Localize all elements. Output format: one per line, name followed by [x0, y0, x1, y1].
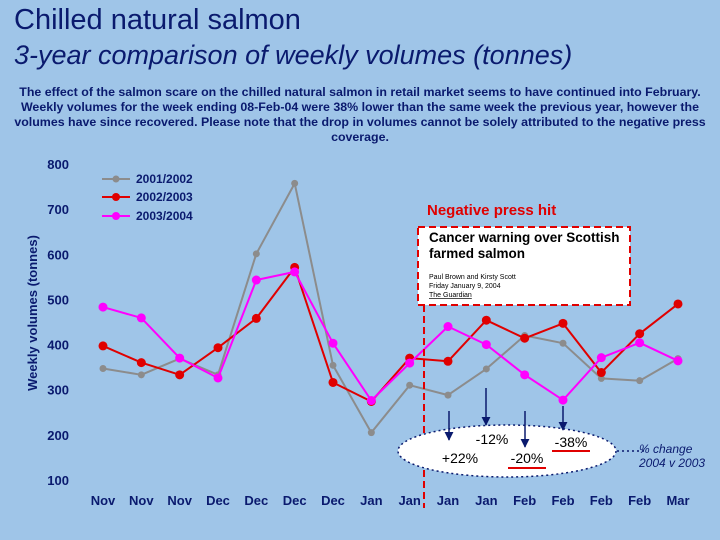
x-tick-label: Dec — [244, 493, 268, 508]
data-point-2002-2003 — [596, 368, 606, 378]
clipping-date: Friday January 9, 2004 — [429, 283, 501, 290]
data-point-2002-2003 — [481, 315, 491, 325]
data-point-2001-2002 — [252, 250, 260, 258]
data-point-2003-2004 — [443, 322, 453, 332]
data-point-2001-2002 — [291, 179, 299, 187]
x-tick-label: Jan — [475, 493, 497, 508]
data-point-2003-2004 — [136, 313, 146, 323]
slide-description: The effect of the salmon scare on the ch… — [14, 85, 706, 144]
x-tick-label: Feb — [590, 493, 613, 508]
y-tick-label: 700 — [47, 202, 69, 217]
clipping-byline: Paul Brown and Kirsty Scott — [429, 274, 516, 281]
data-point-2003-2004 — [328, 338, 338, 348]
pct-label-1: +22% — [442, 450, 478, 466]
data-point-2003-2004 — [481, 340, 491, 350]
y-tick-label: 100 — [47, 473, 69, 488]
x-tick-label: Feb — [551, 493, 574, 508]
pct-caption-line2: 2004 v 2003 — [638, 456, 705, 470]
legend: 2001/2002 2002/2003 2003/2004 — [102, 172, 193, 223]
x-tick-label: Nov — [129, 493, 154, 508]
legend-label-2002-2003: 2002/2003 — [136, 190, 193, 204]
legend-marker-2001-2002 — [112, 175, 120, 183]
data-point-2003-2004 — [635, 338, 645, 348]
data-point-2002-2003 — [520, 333, 530, 343]
data-point-2002-2003 — [673, 299, 683, 309]
x-tick-label: Dec — [206, 493, 230, 508]
y-axis-title: Weekly volumes (tonnes) — [25, 235, 40, 391]
data-point-2003-2004 — [405, 358, 415, 368]
press-box — [418, 227, 630, 305]
y-tick-label: 500 — [47, 292, 69, 307]
series-line-2003-2004 — [102, 270, 679, 402]
legend-label-2001-2002: 2001/2002 — [136, 172, 193, 186]
slide-title: Chilled natural salmon — [14, 4, 301, 36]
data-point-2003-2004 — [366, 396, 376, 406]
slide-subtitle: 3-year comparison of weekly volumes (ton… — [14, 40, 573, 70]
x-tick-label: Jan — [360, 493, 382, 508]
x-tick-label: Mar — [666, 493, 689, 508]
pct-label-4: -38% — [555, 434, 588, 450]
y-tick-label: 600 — [47, 247, 69, 262]
clipping-headline-line1: Cancer warning over Scottish — [429, 230, 620, 245]
data-point-2001-2002 — [137, 371, 145, 379]
y-tick-label: 300 — [47, 383, 69, 398]
data-point-2002-2003 — [635, 329, 645, 339]
data-point-2002-2003 — [558, 318, 568, 328]
series-layer — [98, 179, 683, 437]
data-point-2003-2004 — [98, 302, 108, 312]
x-tick-label: Nov — [167, 493, 192, 508]
legend-label-2003-2004: 2003/2004 — [136, 209, 193, 223]
data-point-2001-2002 — [406, 381, 414, 389]
series-line-2002-2003 — [102, 266, 679, 403]
data-point-2002-2003 — [251, 313, 261, 323]
pct-label-2: -12% — [476, 431, 509, 447]
data-point-2003-2004 — [558, 395, 568, 405]
x-tick-label: Feb — [628, 493, 651, 508]
y-tick-label: 400 — [47, 338, 69, 353]
data-point-2001-2002 — [99, 364, 107, 372]
data-point-2001-2002 — [367, 429, 375, 437]
series-line-2001-2002 — [102, 182, 679, 434]
data-point-2003-2004 — [175, 353, 185, 363]
legend-marker-2002-2003 — [112, 193, 120, 201]
pct-caption-line1: % change — [639, 442, 693, 456]
data-point-2001-2002 — [636, 377, 644, 385]
pct-label-3: -20% — [511, 450, 544, 466]
data-point-2001-2002 — [444, 391, 452, 399]
y-tick-label: 800 — [47, 157, 69, 172]
press-box-border — [417, 226, 631, 306]
data-point-2002-2003 — [136, 358, 146, 368]
x-tick-label: Jan — [398, 493, 420, 508]
data-point-2002-2003 — [175, 370, 185, 380]
x-tick-label: Dec — [321, 493, 345, 508]
data-point-2003-2004 — [290, 267, 300, 277]
data-point-2001-2002 — [482, 365, 490, 373]
data-point-2002-2003 — [328, 377, 338, 387]
x-axis-ticks: Nov Nov Nov Dec Dec Dec Dec Jan Jan Jan Jan Feb Feb F… — [91, 493, 690, 508]
data-point-2003-2004 — [520, 370, 530, 380]
data-point-2001-2002 — [329, 361, 337, 369]
data-point-2002-2003 — [213, 343, 223, 353]
data-point-2003-2004 — [596, 353, 606, 363]
x-tick-label: Nov — [91, 493, 116, 508]
y-axis-ticks: 100 200 300 400 500 600 700 800 — [47, 157, 69, 488]
clipping-headline-line2: farmed salmon — [429, 246, 525, 261]
data-point-2003-2004 — [673, 356, 683, 366]
legend-marker-2003-2004 — [112, 212, 120, 220]
data-point-2001-2002 — [559, 339, 567, 347]
data-point-2003-2004 — [213, 373, 223, 383]
y-tick-label: 200 — [47, 428, 69, 443]
data-point-2002-2003 — [443, 356, 453, 366]
data-point-2002-2003 — [98, 341, 108, 351]
press-hit-label: Negative press hit — [427, 202, 556, 219]
x-tick-label: Dec — [283, 493, 307, 508]
x-tick-label: Jan — [437, 493, 459, 508]
clipping-source: The Guardian — [429, 292, 472, 299]
x-tick-label: Feb — [513, 493, 536, 508]
data-point-2003-2004 — [251, 275, 261, 285]
